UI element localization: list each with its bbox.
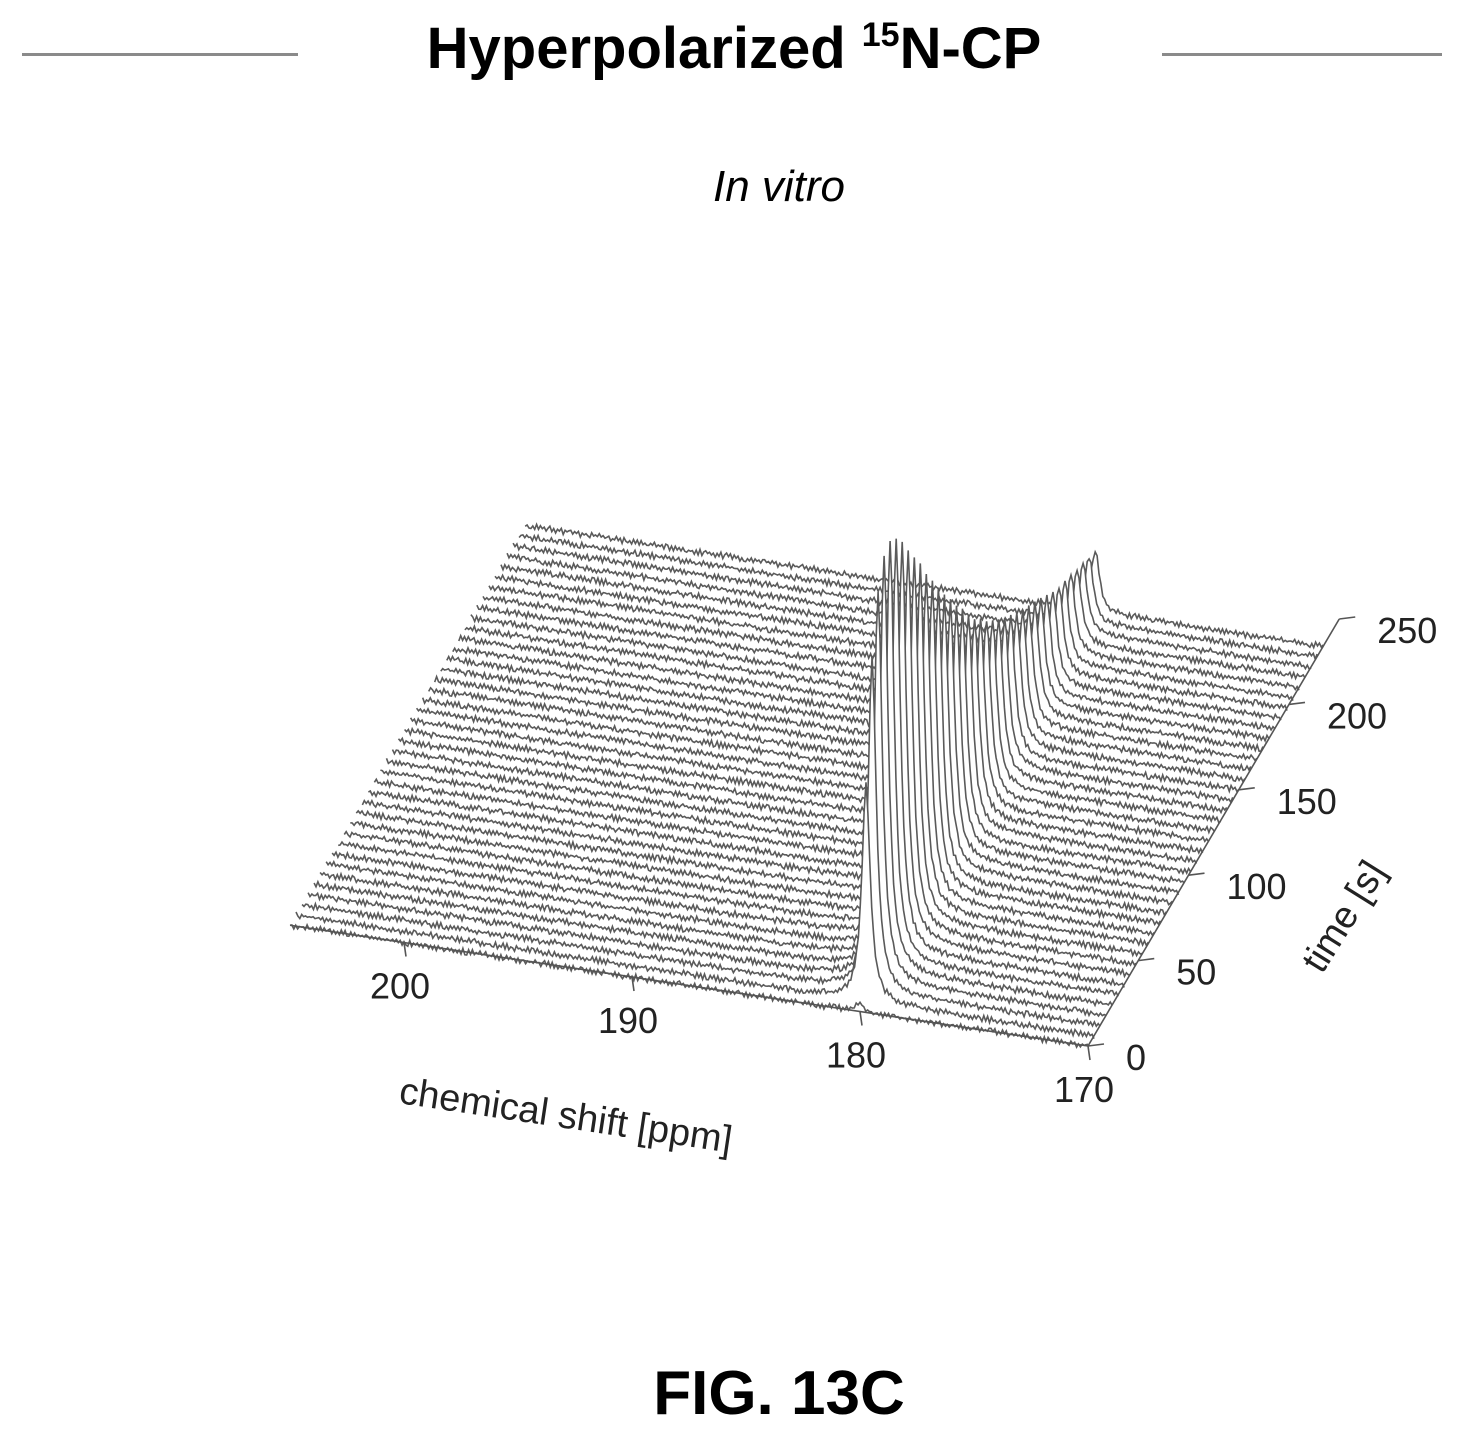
spectrum-mask [476, 595, 1275, 731]
x-tick-label: 190 [598, 1000, 658, 1041]
spectrum-trace [373, 594, 1173, 906]
spectrum-trace [355, 573, 1155, 937]
y-axis-ticks: 0 50 100 150 200 250 [1087, 610, 1437, 1078]
x-tick-mark [1087, 1045, 1091, 1061]
y-tick-label: 0 [1126, 1037, 1146, 1078]
y-tick-mark [1339, 616, 1356, 620]
spectrum-trace [427, 619, 1228, 815]
page-title: Hyperpolarized 15N-CP [0, 14, 1468, 84]
y-tick-label: 100 [1227, 866, 1287, 907]
spectrum-trace [295, 782, 1095, 1040]
spectrum-mask [483, 592, 1281, 721]
spectrum-trace [325, 538, 1125, 988]
title-main: Hyperpolarized [426, 16, 862, 81]
spectrum-trace [307, 591, 1107, 1018]
spectrum-trace [397, 615, 1198, 864]
spectrum-trace [350, 563, 1149, 948]
x-tick-mark [859, 1011, 863, 1026]
x-axis-line [289, 924, 1089, 1047]
y-axis-line [1087, 618, 1340, 1047]
chart-subtitle: In vitro [712, 162, 846, 211]
title-rule-right [1162, 53, 1442, 56]
y-tick-mark [1138, 957, 1155, 962]
y-tick-mark [1288, 701, 1306, 706]
y-tick-label: 200 [1327, 695, 1387, 736]
title-superscript: 15 [861, 16, 900, 54]
y-tick-label: 250 [1377, 610, 1437, 651]
spectrum-trace [524, 522, 1324, 650]
x-axis-label: chemical shift [ppm] [397, 1070, 735, 1161]
spectra-layer [289, 522, 1324, 1050]
spectrum-trace [380, 599, 1180, 896]
spectrum-mask [489, 585, 1287, 711]
spectrum-trace [518, 533, 1318, 662]
x-tick-label: 200 [370, 966, 430, 1007]
spectrum-trace [331, 541, 1131, 979]
x-axis-ticks: 200 190 180 170 [370, 942, 1114, 1110]
x-tick-mark [403, 942, 407, 957]
spectrum-trace [338, 550, 1137, 968]
spectrum-trace [409, 618, 1210, 843]
y-tick-mark [1087, 1043, 1105, 1047]
spectrum-trace [289, 922, 1089, 1050]
figure-label: FIG. 13C [653, 1359, 905, 1428]
title-tail: N-CP [899, 16, 1042, 81]
x-tick-label: 170 [1054, 1069, 1114, 1110]
title-rule-left [22, 53, 298, 56]
y-tick-label: 50 [1176, 952, 1216, 993]
spectrum-trace [446, 613, 1246, 783]
spectrum-trace [361, 580, 1162, 927]
spectrum-trace [433, 618, 1234, 804]
spectrum-trace [385, 605, 1186, 884]
spectrum-trace [301, 655, 1101, 1028]
spectrum-trace [470, 597, 1270, 743]
spectrum-trace [313, 555, 1113, 1008]
y-tick-label: 150 [1277, 781, 1337, 822]
spectrum-trace [403, 619, 1204, 855]
x-tick-label: 180 [826, 1035, 886, 1076]
x-tick-mark [631, 976, 635, 992]
y-axis-label: time [s] [1294, 854, 1395, 980]
spectrum-trace [368, 587, 1168, 918]
spectrum-trace [391, 608, 1192, 876]
spectrum-trace [343, 557, 1143, 958]
spectrum-trace [319, 540, 1119, 997]
spectrum-trace [458, 605, 1258, 762]
axis-layer [289, 618, 1340, 1047]
spectrum-trace [421, 620, 1222, 825]
spectrum-trace [464, 601, 1264, 753]
spectrum-trace [415, 621, 1216, 835]
spectrum-trace [440, 614, 1240, 794]
y-tick-mark [1188, 872, 1205, 876]
spectrum-trace [452, 610, 1252, 772]
y-tick-mark [1238, 787, 1255, 791]
